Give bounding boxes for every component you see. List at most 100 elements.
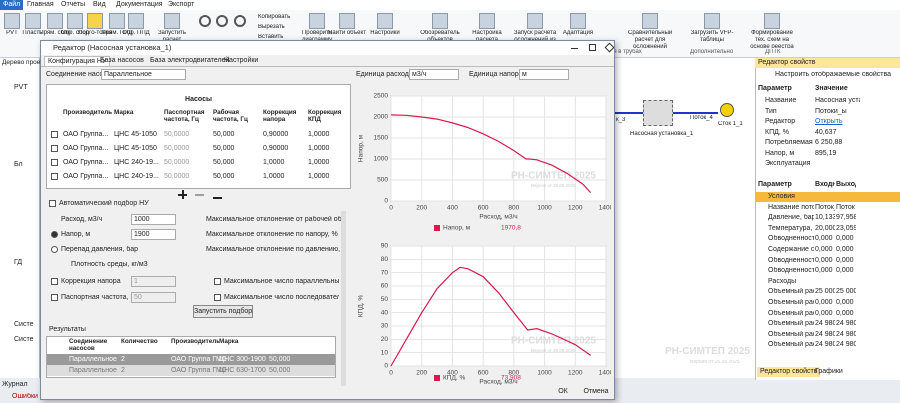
ribbon-button[interactable]: Настройка расчета xyxy=(472,30,502,43)
ribbon-icon[interactable] xyxy=(570,13,586,29)
ribbon-icon[interactable] xyxy=(164,13,180,29)
ribbon-button[interactable]: Запустить расчет xyxy=(157,30,187,43)
ribbon-button[interactable]: Формирование тех. схем на основе реестра… xyxy=(750,30,794,48)
text-input[interactable]: 1000 xyxy=(131,214,176,225)
ribbon-icon[interactable] xyxy=(47,13,63,29)
text-input[interactable]: 50 xyxy=(131,292,176,303)
checkbox[interactable] xyxy=(51,159,58,166)
sink-node[interactable] xyxy=(720,103,734,117)
ribbon-button[interactable]: Прям. сбор xyxy=(39,30,71,36)
select[interactable]: м3/ч xyxy=(409,69,459,80)
ribbon-icon[interactable] xyxy=(704,13,720,29)
ribbon-icon[interactable] xyxy=(432,13,448,29)
ribbon-button[interactable]: Проверить диаграмму xyxy=(301,30,332,43)
ribbon-button[interactable]: Адаптация xyxy=(562,30,594,36)
table-cell[interactable]: ЦНС 240-19... xyxy=(114,173,159,180)
dialog-tab[interactable]: Конфигурация НУ xyxy=(44,56,111,68)
ribbon-button[interactable]: Прям. ППД xyxy=(101,30,133,36)
tree-item[interactable]: ГД xyxy=(14,259,23,266)
table-cell[interactable]: 0,90000 xyxy=(263,145,289,152)
menu-item[interactable]: Отчеты xyxy=(61,1,86,8)
table-cell[interactable]: 50,0000 xyxy=(164,173,190,180)
checkbox[interactable] xyxy=(51,173,58,180)
ribbon-icon[interactable] xyxy=(377,13,393,29)
ribbon-button[interactable]: Найти объект xyxy=(328,30,366,36)
ribbon-icon[interactable] xyxy=(128,13,144,29)
window-control[interactable] xyxy=(589,44,596,51)
table-cell[interactable]: 50,0000 xyxy=(164,159,190,166)
ribbon-button[interactable]: Подго-товка xyxy=(78,30,112,36)
clipboard-button[interactable]: Вырезать xyxy=(258,24,285,30)
table-cell[interactable]: 50,000 xyxy=(213,145,235,152)
menu-item[interactable]: Главная xyxy=(27,1,54,8)
ribbon-button[interactable]: Обр. сбор xyxy=(61,30,89,36)
menu-item[interactable]: Экспорт xyxy=(168,1,195,8)
tree-item[interactable]: Бл xyxy=(14,161,23,168)
properties-tab[interactable]: Графики xyxy=(815,368,843,375)
table-cell[interactable]: ЦНС 45-1050 xyxy=(114,131,157,138)
result-row[interactable] xyxy=(47,354,335,365)
pump-node[interactable] xyxy=(643,100,673,126)
table-cell[interactable]: ЦНС 45-1050 xyxy=(114,145,157,152)
table-cell[interactable]: 50,0000 xyxy=(164,145,190,152)
ribbon-button[interactable]: Настройки xyxy=(370,30,400,36)
table-cell[interactable]: 1,0000 xyxy=(308,173,330,180)
dialog-tab[interactable]: Настройки xyxy=(224,57,259,64)
ribbon-button[interactable]: PVT xyxy=(6,30,18,36)
table-action-icon[interactable] xyxy=(182,190,184,199)
ribbon-icon[interactable] xyxy=(216,15,228,27)
table-action-icon[interactable] xyxy=(195,194,204,196)
ribbon-icon[interactable] xyxy=(87,13,103,29)
dialog-tab[interactable]: База насосов xyxy=(100,57,144,64)
tree-item[interactable]: Систе xyxy=(14,336,34,343)
text-input[interactable]: 1900 xyxy=(131,229,176,240)
configure-button[interactable]: Настроить отображаемые свойства xyxy=(775,71,892,78)
ribbon-icon[interactable] xyxy=(25,13,41,29)
radio[interactable] xyxy=(51,246,58,253)
table-cell[interactable]: 1,0000 xyxy=(308,131,330,138)
ribbon-icon[interactable] xyxy=(109,13,125,29)
menu-item[interactable]: Вид xyxy=(93,1,106,8)
ribbon-icon[interactable] xyxy=(339,13,355,29)
checkbox[interactable] xyxy=(51,294,58,301)
ribbon-icon[interactable] xyxy=(4,13,20,29)
ribbon-button[interactable]: Обозреватель объектов xyxy=(420,30,460,43)
table-cell[interactable]: 1,0000 xyxy=(308,159,330,166)
ribbon-button[interactable]: Пласты xyxy=(22,30,44,36)
ribbon-icon[interactable] xyxy=(479,13,495,29)
clipboard-button[interactable]: Вставить xyxy=(258,34,284,40)
ribbon-icon[interactable] xyxy=(234,15,246,27)
checkbox[interactable] xyxy=(51,145,58,152)
table-cell[interactable]: 50,000 xyxy=(213,173,235,180)
table-action-icon[interactable] xyxy=(213,197,222,199)
table-cell[interactable]: 1,0000 xyxy=(263,159,285,166)
ribbon-icon[interactable] xyxy=(199,15,211,27)
table-cell[interactable]: 0,90000 xyxy=(263,131,289,138)
checkbox-label[interactable]: Автоматический подбор НУ xyxy=(59,200,149,207)
table-cell[interactable]: 1,0000 xyxy=(308,145,330,152)
checkbox[interactable] xyxy=(51,131,58,138)
dialog-tab[interactable]: База электродвигателей xyxy=(150,57,230,64)
menu-item[interactable]: Файл xyxy=(0,0,24,10)
tree-item[interactable]: Систе xyxy=(14,321,34,328)
run-button[interactable]: Запустить подбор xyxy=(193,305,253,318)
ribbon-button[interactable]: Обр. ППД xyxy=(122,30,150,36)
checkbox[interactable] xyxy=(214,294,221,301)
property-cell[interactable]: Открыть xyxy=(815,118,843,125)
menu-item[interactable]: Документация xyxy=(116,1,163,8)
ribbon-icon[interactable] xyxy=(67,13,83,29)
ribbon-button[interactable]: Загрузить VFP-таблицы xyxy=(690,30,734,43)
clipboard-button[interactable]: Копировать xyxy=(258,14,291,20)
ribbon-icon[interactable] xyxy=(527,13,543,29)
checkbox[interactable] xyxy=(214,278,221,285)
result-row[interactable] xyxy=(47,365,335,376)
cancel-button[interactable]: Отмена xyxy=(583,388,609,395)
checkbox[interactable] xyxy=(51,278,58,285)
table-cell[interactable]: ЦНС 240-19... xyxy=(114,159,159,166)
table-cell[interactable]: 1,0000 xyxy=(263,173,285,180)
checkbox[interactable] xyxy=(49,200,56,207)
table-cell[interactable]: 50,0000 xyxy=(164,131,190,138)
ribbon-icon[interactable] xyxy=(309,13,325,29)
select[interactable]: м xyxy=(519,69,569,80)
table-cell[interactable]: 50,000 xyxy=(213,159,235,166)
